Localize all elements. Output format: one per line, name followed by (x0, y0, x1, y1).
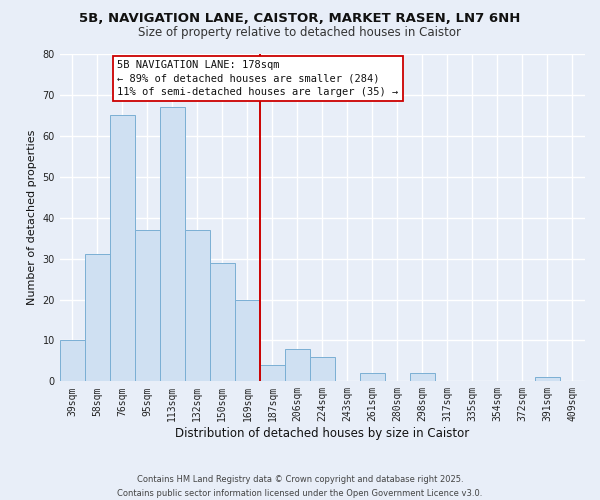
Bar (135, 230, 160, 382)
Bar (260, 365, 285, 382)
Bar (210, 262, 235, 382)
Bar (60, 340, 85, 382)
Bar (185, 230, 210, 382)
X-axis label: Distribution of detached houses by size in Caistor: Distribution of detached houses by size … (175, 427, 470, 440)
Bar (235, 300, 260, 382)
Text: Size of property relative to detached houses in Caistor: Size of property relative to detached ho… (139, 26, 461, 39)
Bar (310, 357, 335, 382)
Text: 5B, NAVIGATION LANE, CAISTOR, MARKET RASEN, LN7 6NH: 5B, NAVIGATION LANE, CAISTOR, MARKET RAS… (79, 12, 521, 26)
Bar (535, 377, 560, 382)
Text: 5B NAVIGATION LANE: 178sqm
← 89% of detached houses are smaller (284)
11% of sem: 5B NAVIGATION LANE: 178sqm ← 89% of deta… (118, 60, 398, 96)
Bar (410, 373, 435, 382)
Bar (160, 107, 185, 382)
Bar (285, 348, 310, 382)
Bar (360, 373, 385, 382)
Text: Contains HM Land Registry data © Crown copyright and database right 2025.
Contai: Contains HM Land Registry data © Crown c… (118, 476, 482, 498)
Bar (110, 116, 135, 382)
Y-axis label: Number of detached properties: Number of detached properties (27, 130, 37, 306)
Bar (85, 254, 110, 382)
